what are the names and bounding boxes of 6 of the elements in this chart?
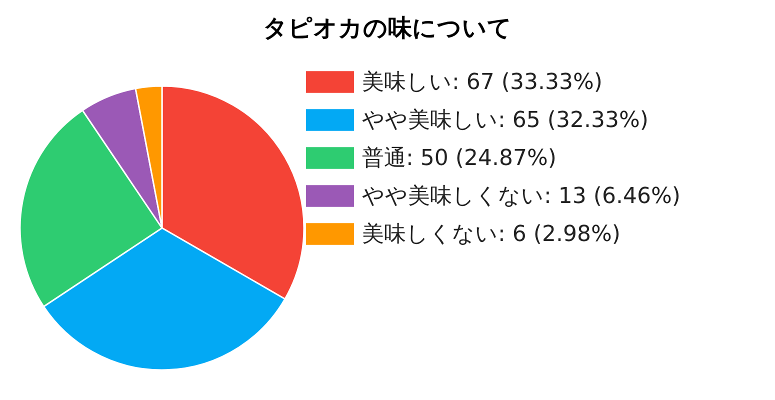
legend-label: 美味しい: 67 (33.33%) bbox=[362, 70, 602, 95]
legend-label: やや美味しい: 65 (32.33%) bbox=[362, 108, 648, 133]
legend-label: やや美味しくない: 13 (6.46%) bbox=[362, 184, 680, 209]
legend-label: 普通: 50 (24.87%) bbox=[362, 146, 556, 171]
chart-title: タピオカの味について bbox=[263, 14, 512, 42]
legend-label: 美味しくない: 6 (2.98%) bbox=[362, 222, 620, 247]
